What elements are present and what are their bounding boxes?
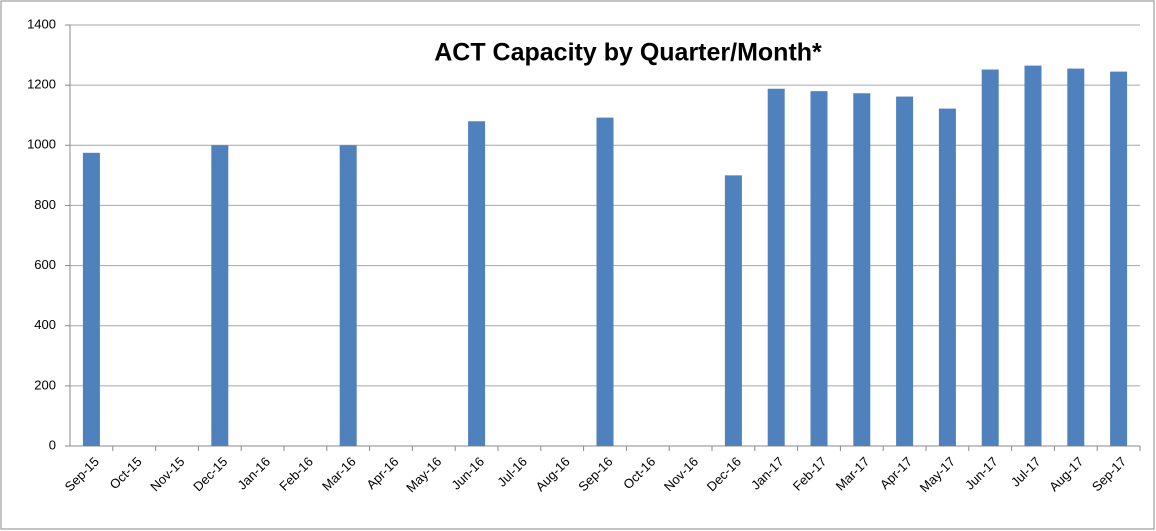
bar: [82, 152, 100, 446]
bar: [1024, 65, 1042, 446]
chart-title: ACT Capacity by Quarter/Month*: [434, 39, 822, 67]
bar: [468, 121, 486, 446]
bar: [767, 88, 785, 446]
y-tick-label: 400: [34, 317, 56, 332]
bar: [1110, 71, 1128, 446]
bar: [896, 96, 914, 446]
y-tick-label: 1000: [27, 137, 56, 152]
bar: [981, 69, 999, 447]
y-tick-label: 200: [34, 377, 56, 392]
bar: [810, 91, 828, 447]
y-tick-label: 1400: [27, 16, 56, 31]
y-tick-label: 800: [34, 197, 56, 212]
bar: [853, 93, 871, 446]
bar: [339, 145, 357, 447]
y-tick-label: 1200: [27, 77, 56, 92]
bar: [1067, 68, 1085, 446]
y-tick-label: 0: [49, 437, 56, 452]
bar: [938, 108, 956, 446]
bar: [724, 175, 742, 446]
bar: [596, 117, 614, 447]
y-tick-label: 600: [34, 257, 56, 272]
bar: [211, 145, 229, 447]
